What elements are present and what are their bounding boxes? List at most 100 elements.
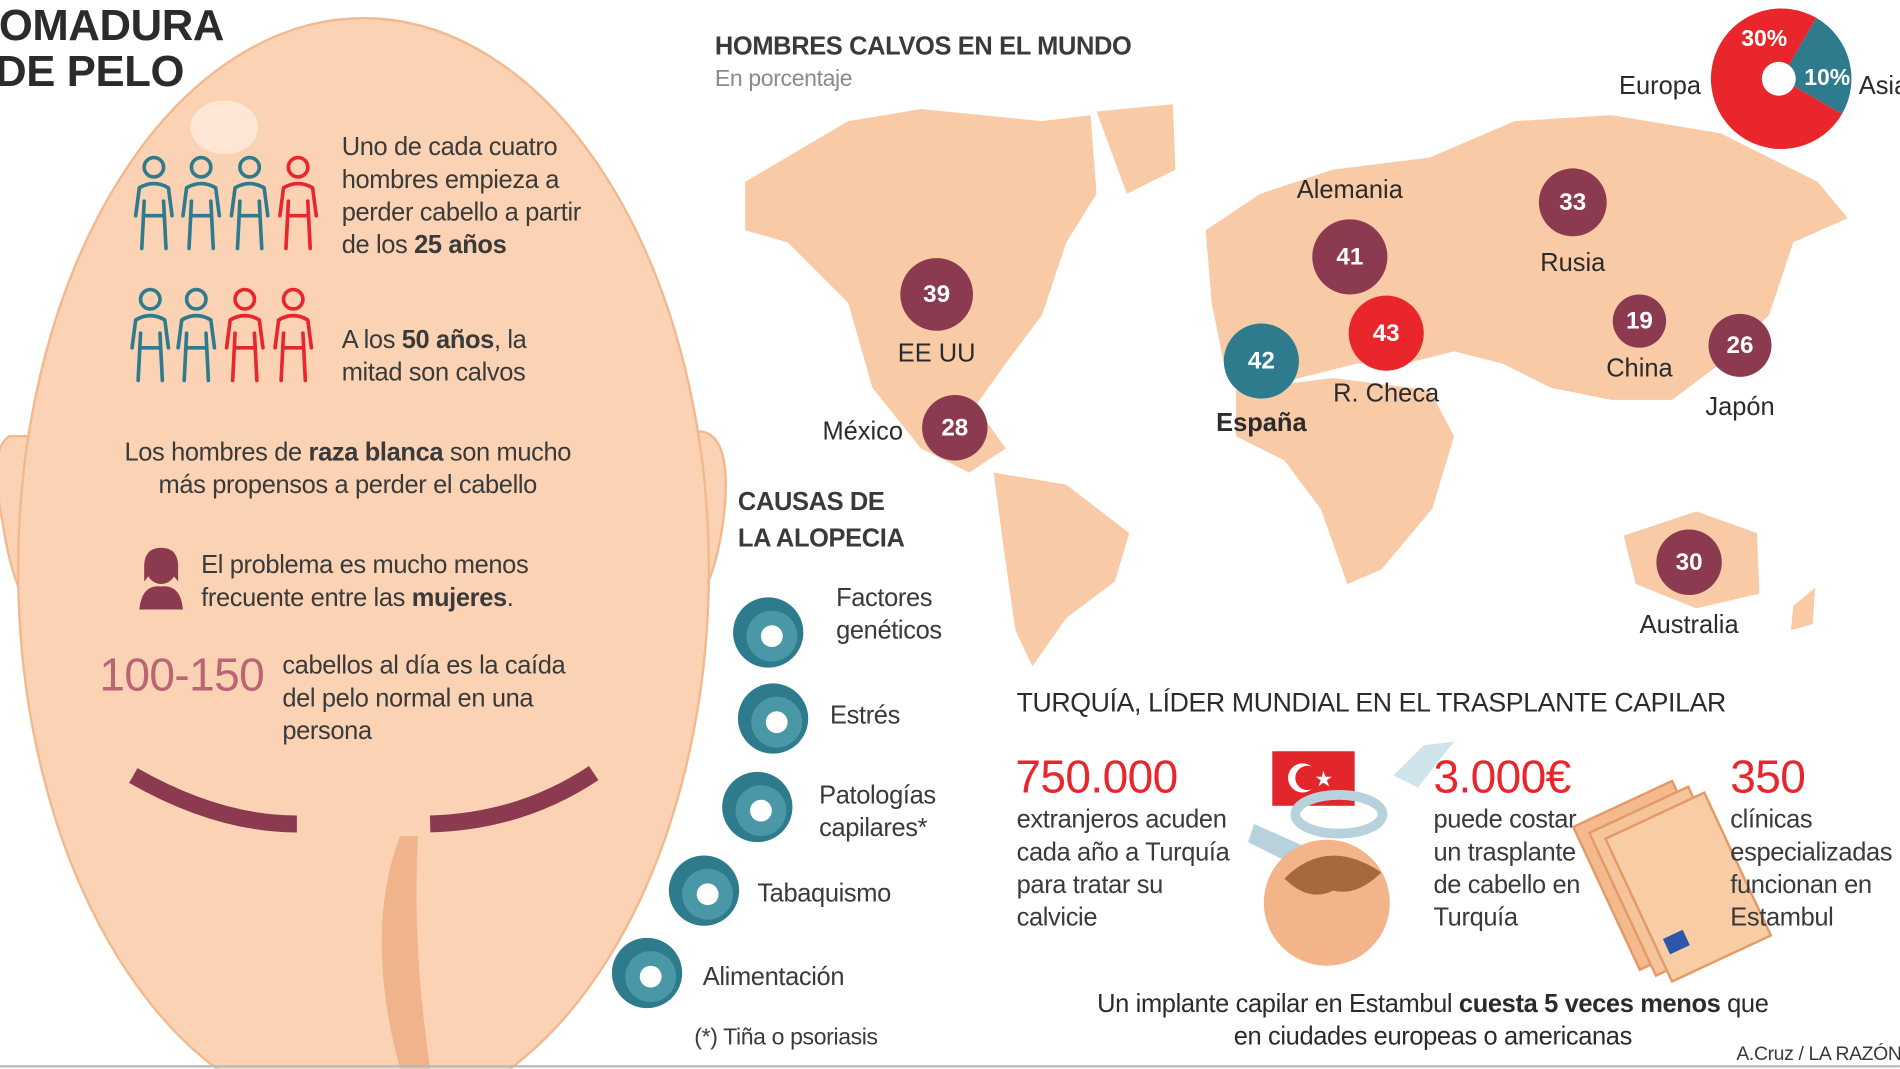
stat-figure: 350 [1730, 752, 1806, 804]
country-bubble [1348, 295, 1424, 371]
person-icon [233, 287, 257, 311]
country-name: EE UU [898, 340, 976, 368]
cause-icon [760, 625, 783, 648]
woman-icon [139, 547, 183, 610]
country-value: 43 [1373, 320, 1400, 347]
person-icon [281, 287, 305, 311]
cause-icon [750, 799, 772, 822]
country-name: Alemania [1297, 176, 1404, 204]
person-icon [176, 313, 217, 383]
euro-notes [1571, 779, 1773, 984]
stat-text: clínicas especializadas funcionan en Est… [1730, 805, 1893, 932]
country-value: 30 [1676, 549, 1703, 576]
stat-figure: 750.000 [1015, 752, 1178, 804]
person-icon [133, 181, 174, 251]
fact: El problema es mucho menos frecuente ent… [201, 549, 577, 614]
instrument [1393, 741, 1455, 788]
person-icon [238, 155, 262, 179]
country-bubble [900, 258, 973, 331]
fact: Uno de cada cuatro hombres empieza a per… [342, 131, 584, 262]
pie-category-label: Europa [1619, 72, 1702, 100]
person-icon [286, 155, 310, 179]
cause-label: Estrés [830, 701, 900, 730]
title-line: DE PELO [0, 46, 185, 96]
fact: Los hombres de raza blanca son mucho más… [99, 436, 596, 501]
country-value: 33 [1559, 189, 1586, 216]
fact-text: Los hombres de [124, 438, 309, 467]
country-name: R. Checa [1333, 380, 1440, 408]
cause-label: Patologías capilares* [819, 781, 936, 843]
fact-text: son mucho más propensos a perder el cabe… [158, 438, 572, 500]
map-title: HOMBRES CALVOS EN EL MUNDO [714, 32, 1132, 61]
footer-text: Un implante capilar en Estambul [1097, 989, 1459, 1018]
turkey-title: TURQUÍA, LÍDER MUNDIAL EN EL TRASPLANTE … [1016, 687, 1727, 718]
nose [381, 836, 431, 1069]
cause-icon [765, 711, 788, 734]
person-icon [184, 287, 208, 311]
country-bubble [1708, 313, 1772, 377]
pie-slice [1781, 17, 1852, 114]
causes-title-line: LA ALOPECIA [737, 524, 905, 553]
fact: A los 50 años, la mitad son calvos [342, 324, 572, 389]
country-bubble [922, 395, 988, 461]
fact-text: El problema es mucho menos frecuente ent… [201, 551, 529, 612]
eye [429, 766, 599, 833]
causes-title-line: CAUSAS DE [737, 488, 885, 517]
fact-highlight: raza blanca [308, 438, 444, 467]
fact-text: Uno de cada cuatro hombres empieza a per… [341, 133, 582, 260]
country-bubble [1612, 294, 1667, 348]
pie-value-label: 10% [1804, 64, 1850, 90]
turkey-footer: Un implante capilar en Estambul cuesta 5… [1091, 988, 1776, 1053]
fact-highlight: 50 años [401, 325, 495, 354]
head-shine [190, 100, 259, 154]
causes-title: CAUSAS DE LA ALOPECIA [738, 485, 905, 558]
pie-hole [1761, 61, 1796, 96]
person-icon [273, 313, 314, 383]
credit: A.Cruz / LA RAZÓN [1736, 1044, 1900, 1066]
country-value: 19 [1626, 308, 1653, 335]
country-bubble [1223, 323, 1299, 399]
country-name: México [822, 417, 903, 445]
hair-loss-figure: 100-150 [99, 650, 265, 702]
person-icon [138, 287, 162, 311]
fact-text: . [506, 584, 514, 612]
country-name: Rusia [1540, 249, 1606, 277]
country-bubble [1538, 168, 1607, 237]
hair-loss-text: cabellos al día es la caída del pelo nor… [282, 651, 566, 746]
map-subtitle: En porcentaje [714, 66, 853, 93]
fact-text: A los [341, 325, 402, 354]
turkish-flag [1315, 770, 1332, 787]
cause-icon [696, 883, 719, 906]
causes-note: (*) Tiña o psoriasis [694, 1025, 878, 1051]
country-value: 41 [1336, 243, 1363, 270]
fact-highlight: mujeres [411, 584, 507, 612]
person-icon [130, 313, 171, 383]
stat-text: extranjeros acuden cada año a Turquía pa… [1016, 805, 1230, 932]
person-icon [224, 313, 265, 383]
country-value: 28 [941, 414, 968, 441]
country-name: China [1606, 354, 1673, 382]
person-icon [142, 155, 166, 179]
stat-figure: 3.000€ [1433, 752, 1571, 804]
fact-highlight: 25 años [414, 231, 507, 260]
country-value: 39 [923, 281, 950, 308]
turkish-flag [1295, 765, 1320, 791]
eye [129, 768, 297, 833]
country-bubble [1312, 219, 1388, 295]
country-name: Japón [1705, 393, 1774, 421]
fact-text: , la mitad son calvos [341, 325, 527, 387]
country-name: España [1216, 409, 1307, 437]
footer-highlight: cuesta 5 veces menos [1458, 989, 1721, 1018]
cause-icon [639, 965, 662, 988]
instrument [1290, 790, 1388, 839]
country-value: 26 [1727, 332, 1754, 359]
pie-category-label: Asia [1859, 72, 1900, 100]
person-icon [189, 155, 213, 179]
title-line: TOMADURA [0, 0, 225, 50]
country-value: 42 [1248, 348, 1275, 375]
country-name: Australia [1640, 611, 1740, 639]
